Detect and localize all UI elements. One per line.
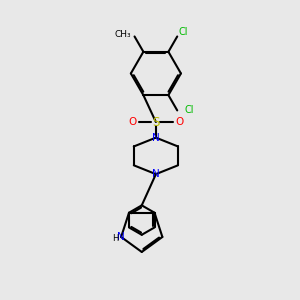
Text: N: N xyxy=(117,232,125,242)
Text: S: S xyxy=(152,116,160,128)
Text: Cl: Cl xyxy=(184,105,194,116)
Text: H: H xyxy=(112,235,118,244)
Text: Cl: Cl xyxy=(179,27,188,37)
Text: O: O xyxy=(128,117,136,127)
Text: CH₃: CH₃ xyxy=(115,30,132,39)
Text: N: N xyxy=(152,133,160,142)
Text: N: N xyxy=(152,169,160,179)
Text: O: O xyxy=(175,117,184,127)
